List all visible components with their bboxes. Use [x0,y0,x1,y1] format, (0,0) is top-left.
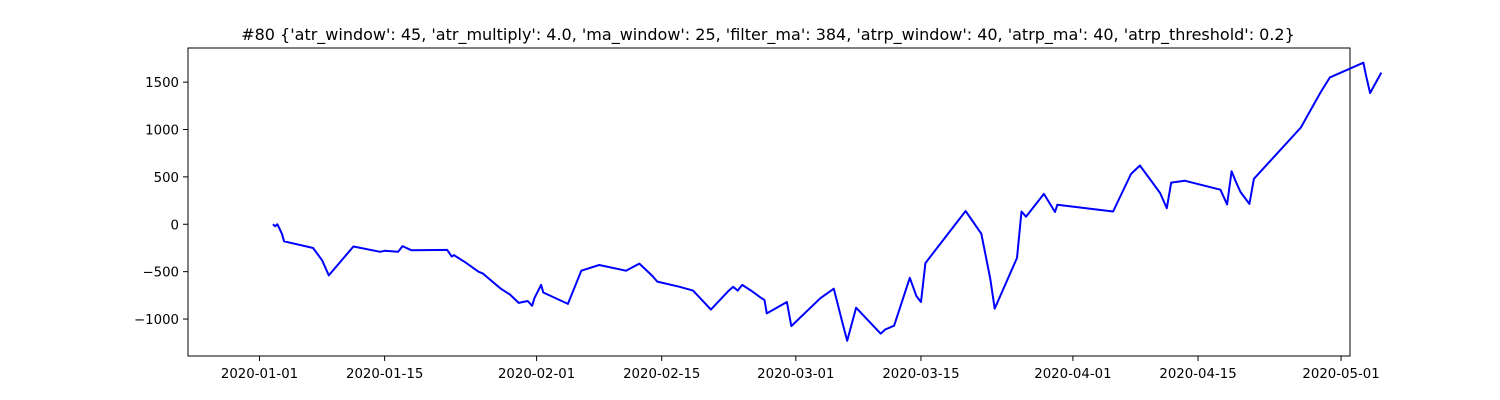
x-tick-label: 2020-05-01 [1302,367,1379,382]
plot-area-frame [187,47,1351,357]
y-axis: 1500 1000 500 0 −500 −1000 [134,76,188,328]
x-tick-label: 2020-04-01 [1034,367,1111,382]
chart-title: #80 {'atr_window': 45, 'atr_multiply': 4… [241,25,1295,45]
x-tick-label: 2020-02-15 [623,367,700,382]
y-tick-label: 1500 [145,76,179,91]
x-tick-label: 2020-01-01 [221,367,298,382]
series-line [272,61,1383,342]
y-tick-label: −500 [142,266,179,281]
x-tick-label: 2020-03-01 [757,367,834,382]
y-tick-label: 1000 [145,124,179,139]
x-tick-label: 2020-04-15 [1159,367,1236,382]
y-tick-label: −1000 [134,313,179,328]
y-tick-label: 0 [171,218,179,233]
x-tick-label: 2020-01-15 [346,367,423,382]
x-axis: 2020-01-01 2020-01-15 2020-02-01 2020-02-15… [221,356,1380,382]
x-tick-label: 2020-03-15 [882,367,959,382]
y-tick-label: 500 [154,171,179,186]
x-tick-label: 2020-02-01 [498,367,575,382]
